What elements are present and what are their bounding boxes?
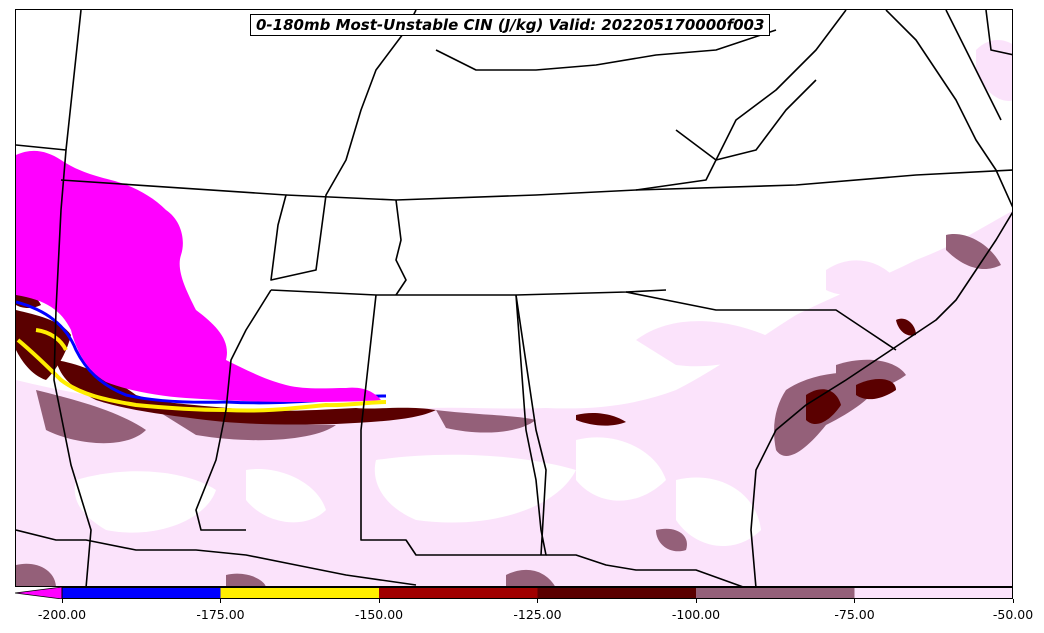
cin-mauve-patches [16,234,1001,586]
colorbar-tick-label: -150.00 [354,607,404,622]
colorbar-tick-label: -125.00 [513,607,562,622]
colorbar-tick-mark [61,599,63,603]
colorbar-tick-mark [854,599,855,603]
state-boundaries [16,10,1012,586]
colorbar-segment-4 [696,587,855,599]
cin-magenta-field [16,150,381,402]
colorbar-tick-label: -75.00 [834,607,875,622]
map-title: 0-180mb Most-Unstable CIN (J/kg) Valid: … [250,14,771,36]
colorbar-segment-2 [379,587,538,599]
colorbar-under-triangle [15,587,63,599]
colorbar-segment-0 [62,587,221,599]
clear-areas [74,437,761,547]
colorbar-outline [61,587,1013,599]
colorbar-tick-mark [695,599,697,603]
map-panel [15,9,1013,587]
colorbar-segment-1 [220,587,379,599]
colorbar-segment-5 [854,587,1013,599]
colorbar-tick-mark [378,599,380,603]
colorbar-tick-label: -50.00 [992,607,1034,622]
colorbar-tick-label: -175.00 [196,607,245,622]
cin-map [16,10,1012,586]
colorbar-segment-3 [537,587,696,599]
colorbar-tick-mark [220,599,221,603]
colorbar [15,587,1013,599]
colorbar-tick-mark [1012,599,1014,603]
colorbar-tick-mark [537,599,538,603]
colorbar-tick-label: -200.00 [37,607,87,622]
colorbar-tick-label: -100.00 [671,607,721,622]
